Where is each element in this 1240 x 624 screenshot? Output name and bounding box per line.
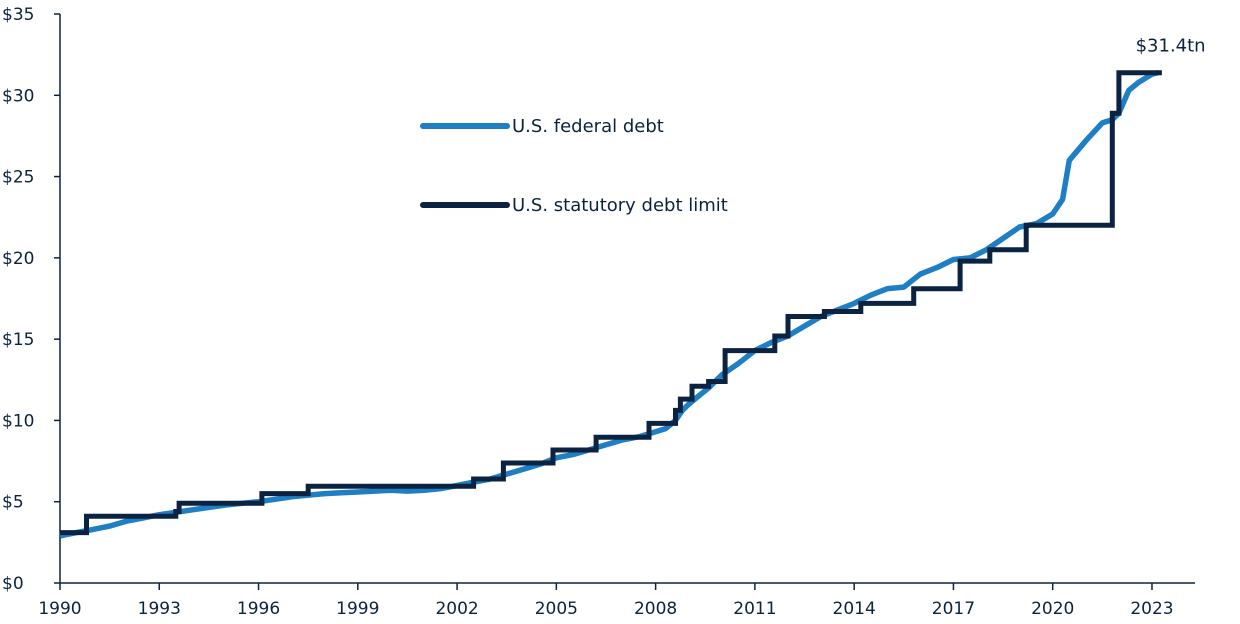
y-tick-label: $35	[2, 5, 34, 25]
x-tick-label: 2023	[1130, 599, 1173, 619]
y-tick-label: $0	[2, 574, 24, 594]
x-tick-label: 1999	[336, 599, 379, 619]
legend: U.S. federal debt U.S. statutory debt lim…	[420, 116, 728, 216]
legend-label: U.S. federal debt	[512, 116, 664, 137]
x-tick-label: 2017	[932, 599, 975, 619]
debt-limit-line	[60, 70, 1162, 536]
legend-label: U.S. statutory debt limit	[512, 195, 728, 216]
x-tick-label: 2005	[535, 599, 578, 619]
x-tick-label: 2011	[733, 599, 776, 619]
y-tick-label: $25	[2, 168, 34, 188]
x-tick-label: 2008	[634, 599, 677, 619]
x-tick-label: 2014	[833, 599, 876, 619]
y-tick-label: $20	[2, 249, 34, 269]
annotations: $31.4tn	[1136, 36, 1206, 57]
x-tick-label: 2020	[1031, 599, 1074, 619]
y-tick-label: $30	[2, 86, 34, 106]
x-tick-label: 1990	[38, 599, 81, 619]
x-tick-label: 1993	[138, 599, 181, 619]
y-axis: $0 $5 $10 $15 $20 $25 $30 $35	[2, 5, 61, 594]
x-tick-label: 1996	[237, 599, 280, 619]
x-axis: 1990 1993 1996 1999 2002 2005 2008 2011 2014 2017…	[38, 582, 1195, 619]
value-annotation: $31.4tn	[1136, 36, 1206, 57]
x-tick-label: 2002	[435, 599, 478, 619]
y-tick-label: $15	[2, 330, 34, 350]
federal-debt-line	[59, 69, 1160, 539]
y-tick-label: $10	[2, 411, 34, 431]
series-layer	[59, 69, 1162, 539]
y-tick-label: $5	[2, 493, 24, 513]
